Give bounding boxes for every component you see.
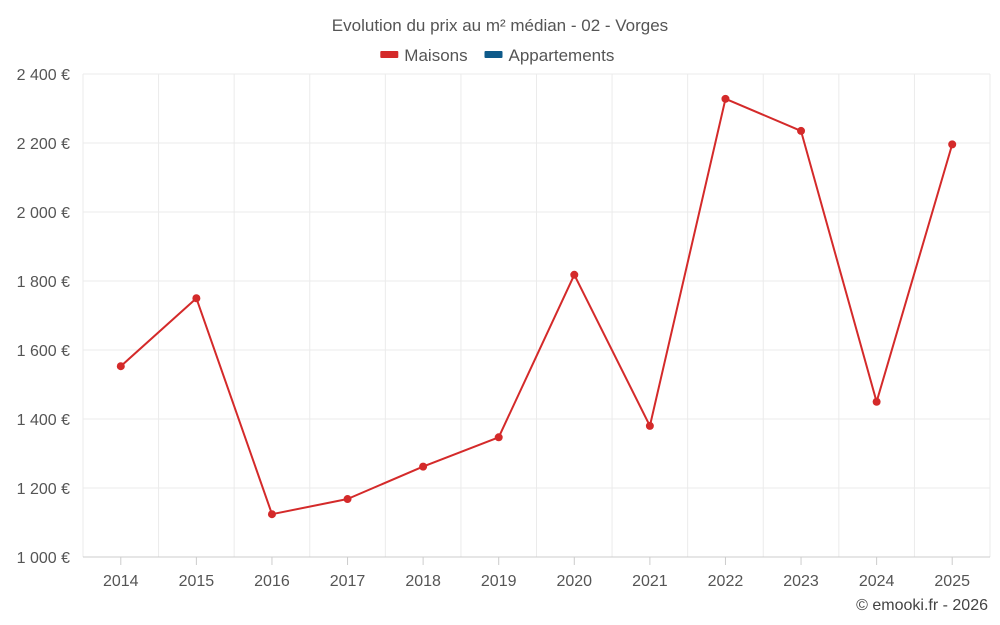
grid	[82, 73, 991, 558]
x-tick-label: 2021	[632, 573, 668, 590]
legend-label: Maisons	[404, 46, 467, 65]
data-point	[872, 397, 881, 406]
data-point	[721, 94, 730, 103]
y-tick-label: 1 800 €	[17, 274, 70, 291]
x-tick-label: 2018	[405, 573, 441, 590]
x-tick-label: 2022	[708, 573, 744, 590]
y-tick-label: 1 400 €	[17, 412, 70, 429]
legend-swatch	[484, 51, 503, 58]
legend-item-appartements: Appartements	[484, 46, 615, 65]
x-axis: 2014 2015 2016 2017 2018 2019 2020 2021 2022 2023…	[103, 557, 970, 590]
data-point	[267, 510, 276, 519]
x-tick-label: 2025	[934, 573, 970, 590]
y-axis: 1 000 € 1 200 € 1 400 € 1 600 € 1 800 € 2 000…	[17, 67, 70, 567]
y-tick-label: 1 200 €	[17, 481, 70, 498]
chart-title: Evolution du prix au m² médian - 02 - Vo…	[332, 16, 668, 35]
y-tick-label: 2 400 €	[17, 67, 70, 84]
x-tick-label: 2020	[556, 573, 592, 590]
x-tick-label: 2024	[859, 573, 895, 590]
y-tick-label: 2 200 €	[17, 136, 70, 153]
data-point	[797, 126, 806, 135]
legend: Maisons Appartements	[380, 46, 614, 65]
data-point	[419, 462, 428, 471]
y-tick-label: 1 000 €	[17, 550, 70, 567]
data-point	[645, 421, 654, 430]
data-point	[948, 140, 957, 149]
x-tick-label: 2014	[103, 573, 139, 590]
x-tick-label: 2016	[254, 573, 290, 590]
x-tick-label: 2015	[179, 573, 215, 590]
legend-item-maisons: Maisons	[380, 46, 468, 65]
y-tick-label: 2 000 €	[17, 205, 70, 222]
x-tick-label: 2017	[330, 573, 366, 590]
x-tick-label: 2019	[481, 573, 517, 590]
series-layer	[116, 94, 957, 519]
legend-label: Appartements	[509, 46, 615, 65]
series-line-maisons	[120, 97, 954, 516]
data-point	[570, 270, 579, 279]
legend-swatch	[380, 51, 399, 58]
data-point	[494, 433, 503, 442]
data-point	[343, 495, 352, 504]
x-tick-label: 2023	[783, 573, 819, 590]
data-point	[192, 294, 201, 303]
credit-text: © emooki.fr - 2026	[856, 597, 988, 614]
data-point	[116, 362, 125, 371]
y-tick-label: 1 600 €	[17, 343, 70, 360]
